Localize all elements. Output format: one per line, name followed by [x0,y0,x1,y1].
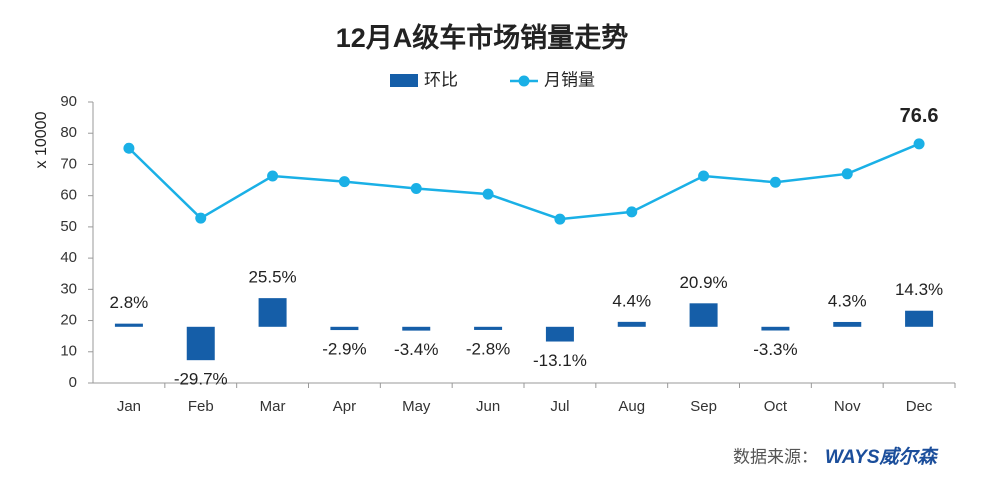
bar [402,326,431,331]
line-point [123,142,135,154]
bar [833,321,862,327]
bar [186,326,215,361]
y-tick-label: 50 [60,218,77,235]
bar-value-label: -13.1% [533,351,587,370]
y-tick-label: 20 [60,312,77,329]
x-tick-label: Jan [117,398,141,415]
logo: WAYS威尔森 [825,446,939,468]
y-tick-label: 40 [60,249,77,266]
line-point [626,206,638,218]
x-tick-label: Oct [764,398,788,415]
line-point [195,212,207,224]
bar [545,326,574,342]
x-tick-label: Nov [834,398,861,415]
y-tick-label: 0 [69,374,77,391]
line-point [769,176,781,188]
legend-swatch [518,75,530,87]
bar [905,310,934,327]
x-tick-label: Jul [550,398,569,415]
y-tick-label: 70 [60,155,77,172]
legend-label: 月销量 [544,70,595,89]
bar-value-label: -2.8% [466,339,510,358]
y-axis-label: x 10000 [33,111,50,168]
bar [330,326,359,331]
legend-label: 环比 [424,70,458,89]
bar-value-label: -3.4% [394,340,438,359]
x-tick-label: Mar [260,398,286,415]
line [128,142,920,221]
legend-swatch [390,74,418,87]
bar [761,326,790,331]
line-point [554,213,566,225]
y-tick-label: 10 [60,343,77,360]
line-point [410,182,422,194]
line-point [841,168,853,180]
source: 数据来源： [733,447,818,466]
y-tick-label: 30 [60,280,77,297]
line-point [338,176,350,188]
bar-value-label: -3.3% [753,340,797,359]
y-tick-label: 90 [60,93,77,110]
y-tick-label: 60 [60,187,77,204]
chart-title: 12月A级车市场销量走势 [336,22,629,53]
bar [689,303,718,327]
y-tick-label: 80 [60,124,77,141]
line-value-label: 76.6 [900,105,939,127]
x-tick-label: Aug [618,398,645,415]
x-tick-label: Dec [906,398,933,415]
bar [617,321,646,327]
x-tick-label: Jun [476,398,500,415]
bar-value-label: 25.5% [248,268,296,287]
bar-value-label: 4.4% [612,291,651,310]
bar-value-label: 4.3% [828,291,867,310]
bar-value-label: 2.8% [110,293,149,312]
bar-value-label: -29.7% [174,370,228,389]
bar [258,298,287,327]
x-tick-label: May [402,398,431,415]
bar [114,323,143,327]
x-tick-label: Apr [333,398,356,415]
line-point [482,188,494,200]
bar [474,326,503,330]
bar-value-label: -2.9% [322,340,366,359]
bar-value-label: 14.3% [895,280,943,299]
line-point [267,170,279,182]
x-tick-label: Sep [690,398,717,415]
line-point [913,138,925,150]
x-tick-label: Feb [188,398,214,415]
bar-value-label: 20.9% [679,273,727,292]
line-point [698,170,710,182]
